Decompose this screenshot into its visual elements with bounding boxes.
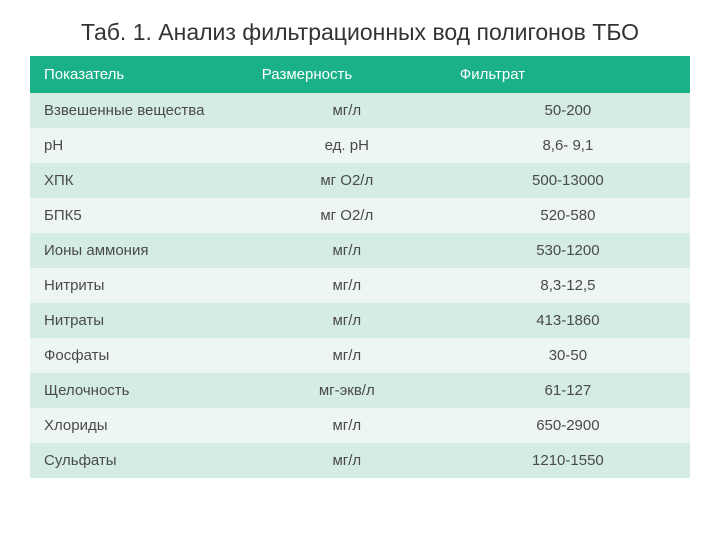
cell-filtrate: 50-200 [446, 93, 690, 128]
table-row: БПК5 мг О2/л 520-580 [30, 198, 690, 233]
table-row: рН ед. рН 8,6- 9,1 [30, 128, 690, 163]
col-header-indicator: Показатель [30, 56, 248, 93]
cell-unit: мг/л [248, 443, 446, 478]
cell-unit: мг/л [248, 268, 446, 303]
table-row: Фосфаты мг/л 30-50 [30, 338, 690, 373]
cell-indicator: БПК5 [30, 198, 248, 233]
cell-indicator: Хлориды [30, 408, 248, 443]
cell-filtrate: 650-2900 [446, 408, 690, 443]
cell-filtrate: 1210-1550 [446, 443, 690, 478]
cell-indicator: Щелочность [30, 373, 248, 408]
cell-filtrate: 413-1860 [446, 303, 690, 338]
table-row: Щелочность мг-экв/л 61-127 [30, 373, 690, 408]
page-title: Таб. 1. Анализ фильтрационных вод полиго… [0, 0, 720, 56]
table-header-row: Показатель Размерность Фильтрат [30, 56, 690, 93]
cell-filtrate: 520-580 [446, 198, 690, 233]
cell-indicator: рН [30, 128, 248, 163]
cell-filtrate: 500-13000 [446, 163, 690, 198]
table-body: Взвешенные вещества мг/л 50-200 рН ед. р… [30, 93, 690, 478]
table-container: Показатель Размерность Фильтрат Взвешенн… [0, 56, 720, 478]
cell-unit: мг/л [248, 338, 446, 373]
table-row: ХПК мг О2/л 500-13000 [30, 163, 690, 198]
cell-filtrate: 30-50 [446, 338, 690, 373]
cell-indicator: Фосфаты [30, 338, 248, 373]
col-header-filtrate: Фильтрат [446, 56, 690, 93]
cell-unit: мг-экв/л [248, 373, 446, 408]
table-row: Ионы аммония мг/л 530-1200 [30, 233, 690, 268]
table-row: Хлориды мг/л 650-2900 [30, 408, 690, 443]
cell-indicator: ХПК [30, 163, 248, 198]
table-row: Сульфаты мг/л 1210-1550 [30, 443, 690, 478]
cell-unit: мг О2/л [248, 163, 446, 198]
cell-indicator: Сульфаты [30, 443, 248, 478]
cell-indicator: Ионы аммония [30, 233, 248, 268]
cell-filtrate: 8,3-12,5 [446, 268, 690, 303]
cell-unit: ед. рН [248, 128, 446, 163]
cell-unit: мг/л [248, 408, 446, 443]
cell-filtrate: 8,6- 9,1 [446, 128, 690, 163]
cell-indicator: Взвешенные вещества [30, 93, 248, 128]
table-row: Нитриты мг/л 8,3-12,5 [30, 268, 690, 303]
cell-unit: мг/л [248, 303, 446, 338]
col-header-unit: Размерность [248, 56, 446, 93]
cell-unit: мг О2/л [248, 198, 446, 233]
table-row: Взвешенные вещества мг/л 50-200 [30, 93, 690, 128]
cell-indicator: Нитраты [30, 303, 248, 338]
cell-indicator: Нитриты [30, 268, 248, 303]
cell-filtrate: 61-127 [446, 373, 690, 408]
cell-unit: мг/л [248, 233, 446, 268]
table-row: Нитраты мг/л 413-1860 [30, 303, 690, 338]
cell-filtrate: 530-1200 [446, 233, 690, 268]
analysis-table: Показатель Размерность Фильтрат Взвешенн… [30, 56, 690, 478]
cell-unit: мг/л [248, 93, 446, 128]
